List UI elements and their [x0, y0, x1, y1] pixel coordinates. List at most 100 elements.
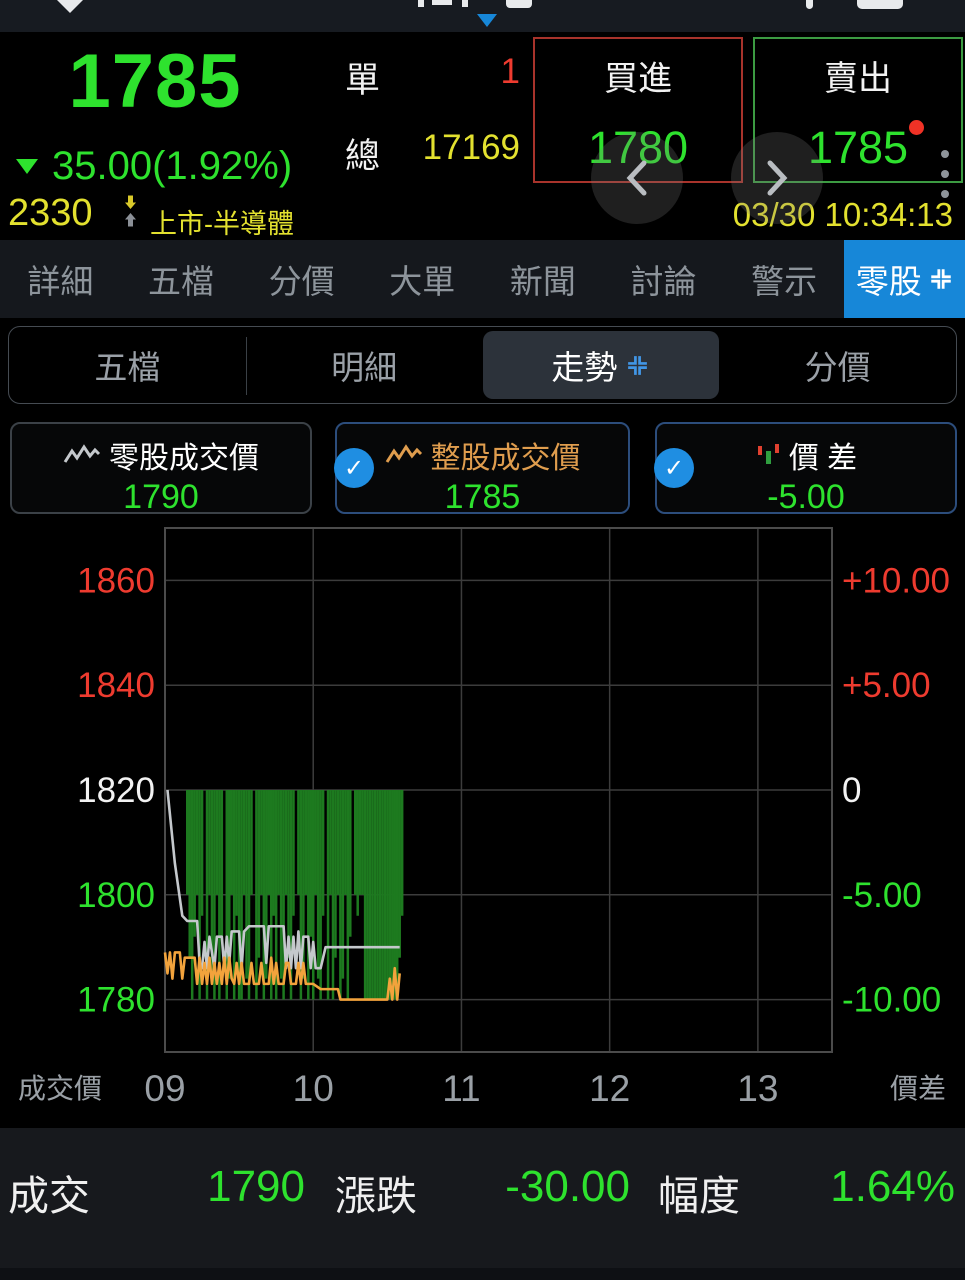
spread-bar [334, 790, 337, 958]
spread-bar [391, 790, 394, 1000]
prev-page-button[interactable] [591, 132, 683, 224]
tab-odd-lot[interactable]: 零股 [844, 240, 965, 318]
spread-bar [267, 790, 271, 895]
change-label: 漲跌 [335, 1173, 417, 1219]
expand-hint-icon[interactable] [477, 14, 497, 27]
change-row: 35.00(1.92%) [16, 144, 292, 189]
series-legend: 零股成交價 1790 ✓ 整股成交價 1785 ✓ 價 差 -5.00 [0, 415, 965, 516]
spread-bar [208, 790, 211, 895]
x-axis-right-caption: 價差 [890, 1073, 946, 1104]
buy-label: 買進 [604, 60, 672, 98]
statusbar-fragment [506, 0, 532, 8]
legend-spread[interactable]: ✓ 價 差 -5.00 [654, 422, 957, 516]
price-line [163, 951, 401, 1001]
spread-bar [353, 790, 357, 895]
spread-bar [329, 790, 332, 895]
spread-bar [368, 790, 372, 1000]
statusbar-fragment [806, 0, 813, 9]
statusbar-fragment [418, 0, 424, 7]
tab-detail[interactable]: 詳細 [27, 263, 94, 300]
legend-spread-value: -5.00 [767, 478, 845, 516]
spread-bar [240, 790, 243, 1000]
subtab-details[interactable]: 明細 [331, 349, 398, 386]
right-axis-tick: +5.00 [842, 666, 931, 705]
spread-bar [260, 790, 263, 895]
last-price: 1785 [68, 39, 242, 124]
x-axis-tick: 12 [589, 1068, 630, 1109]
tab-five-levels[interactable]: 五檔 [147, 263, 214, 300]
left-axis-tick: 1860 [77, 561, 155, 600]
tab-alerts[interactable]: 警示 [751, 263, 818, 300]
spread-bar [299, 790, 303, 1000]
spread-bar [257, 790, 261, 958]
spread-bar [215, 790, 219, 895]
legend-regular-price[interactable]: ✓ 整股成交價 1785 [334, 422, 630, 516]
spread-bar [302, 790, 305, 979]
spread-bar [218, 790, 221, 1000]
tab-price-dist[interactable]: 分價 [268, 263, 335, 300]
total-volume-label: 總 [345, 137, 381, 176]
spread-bar [232, 790, 236, 1000]
spread-bar [358, 790, 362, 895]
spread-bar [304, 790, 308, 895]
sell-button[interactable]: 賣出 1785 [753, 37, 963, 183]
spread-bar [349, 790, 352, 937]
quote-timestamp: 03/30 10:34:13 [732, 196, 953, 233]
line-series-icon [63, 444, 101, 463]
spread-bar [311, 790, 315, 1000]
main-tab-bar: 詳細 五檔 分價 大單 新聞 討論 警示 零股 [0, 240, 965, 318]
range-value: 1.64% [830, 1162, 955, 1211]
spread-bar [250, 790, 253, 895]
tab-big-orders[interactable]: 大單 [389, 263, 456, 300]
spread-bar [213, 790, 216, 1000]
collapse-caret-icon[interactable] [57, 0, 83, 13]
subtab-five-levels[interactable]: 五檔 [94, 349, 161, 386]
spread-bar [339, 790, 342, 1000]
down-triangle-icon [16, 159, 38, 174]
sell-label: 賣出 [824, 60, 892, 98]
stock-symbol: 2330 [8, 192, 93, 234]
price-change: 35.00(1.92%) [52, 144, 293, 188]
deal-value: 1790 [207, 1162, 305, 1211]
statusbar-fragment [857, 0, 903, 9]
x-axis-tick: 13 [737, 1068, 778, 1109]
next-page-button[interactable] [731, 132, 823, 224]
spread-bar [262, 790, 266, 1000]
spread-bar [200, 790, 204, 916]
spread-bar [378, 790, 382, 1000]
x-axis-left-caption: 成交價 [18, 1073, 102, 1104]
more-menu-button[interactable] [941, 150, 949, 198]
summary-bar: 成交 1790 漲跌 -30.00 幅度 1.64% [0, 1128, 965, 1280]
market-category: 上市-半導體 [150, 209, 294, 239]
change-value: -30.00 [505, 1162, 630, 1211]
spread-bar [400, 790, 404, 916]
spread-bar [282, 790, 285, 1000]
single-lot-value: 1 [500, 52, 520, 91]
spread-bar [356, 790, 359, 916]
plot-border [164, 527, 833, 1053]
spread-bar [230, 790, 233, 895]
legend-odd-lot-price[interactable]: 零股成交價 1790 [10, 422, 312, 516]
trend-chart[interactable]: 1860 1840 1820 1800 1780 +10.00 +5.00 0 -5.00 -10… [0, 515, 965, 1128]
price-line [166, 789, 400, 970]
spread-bar [373, 790, 377, 1000]
spread-bar [284, 790, 288, 895]
subtab-price-dist[interactable]: 分價 [804, 349, 871, 386]
segment-divider [246, 337, 247, 395]
buy-button[interactable]: 買進 1780 [533, 37, 743, 183]
buy-price: 1780 [587, 122, 689, 173]
spread-bar [220, 790, 224, 937]
bottom-strip [0, 1268, 965, 1280]
subtab-trend[interactable]: 走勢 [482, 331, 720, 399]
spread-bar [225, 790, 229, 1000]
sub-tab-area: 五檔 明細 走勢 分價 [0, 318, 965, 415]
statusbar-fragment [432, 0, 452, 5]
spread-bar [297, 790, 300, 895]
spread-bar [193, 790, 196, 937]
tab-discussion[interactable]: 討論 [630, 263, 697, 300]
spread-bar [395, 790, 399, 1000]
sort-arrows-icon[interactable] [122, 194, 139, 233]
spread-bar [326, 790, 330, 1000]
tab-news[interactable]: 新聞 [509, 263, 576, 300]
